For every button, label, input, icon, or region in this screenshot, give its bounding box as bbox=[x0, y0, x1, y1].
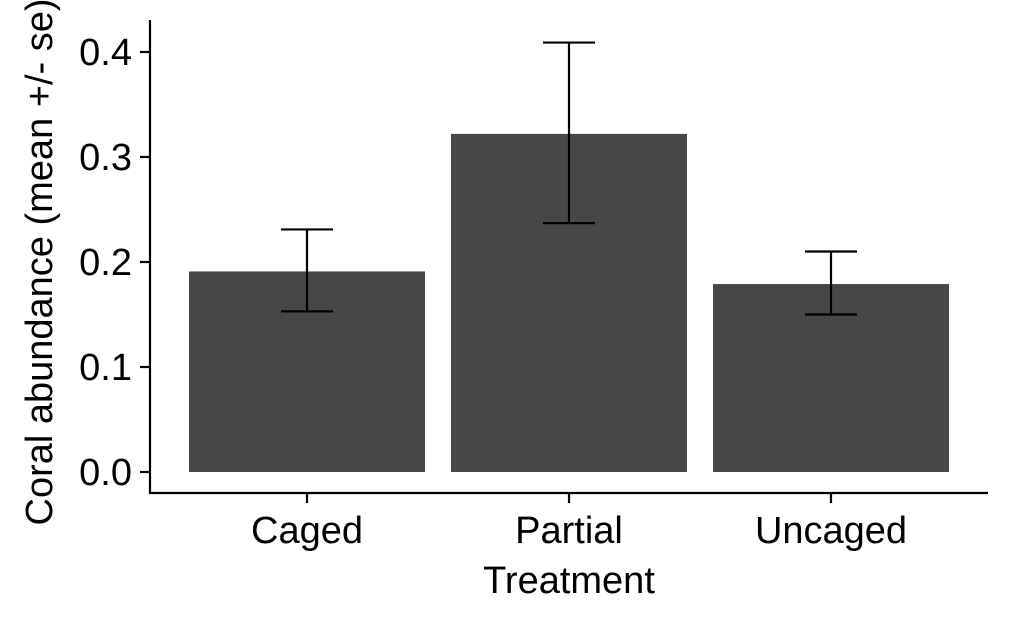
x-axis-title: Treatment bbox=[483, 560, 655, 602]
y-tick-label-0-4: 0.4 bbox=[79, 32, 132, 74]
y-tick-label-0-0: 0.0 bbox=[79, 452, 132, 494]
error-bars-layer bbox=[281, 41, 857, 316]
x-tick-label-uncaged: Uncaged bbox=[755, 510, 907, 552]
x-ticks-layer: Caged Partial Uncaged bbox=[251, 493, 907, 552]
error-bar-partial bbox=[543, 41, 595, 225]
y-axis-title: Coral abundance (mean +/- se) bbox=[19, 0, 61, 526]
error-bar-uncaged bbox=[805, 250, 857, 316]
y-tick-label-0-1: 0.1 bbox=[79, 347, 132, 389]
y-ticks-layer: 0.0 0.1 0.2 0.3 0.4 bbox=[79, 32, 150, 494]
x-tick-label-caged: Caged bbox=[251, 510, 363, 552]
y-tick-label-0-2: 0.2 bbox=[79, 242, 132, 284]
x-tick-label-partial: Partial bbox=[515, 510, 623, 552]
y-tick-label-0-3: 0.3 bbox=[79, 137, 132, 179]
error-bar-caged bbox=[281, 228, 333, 313]
